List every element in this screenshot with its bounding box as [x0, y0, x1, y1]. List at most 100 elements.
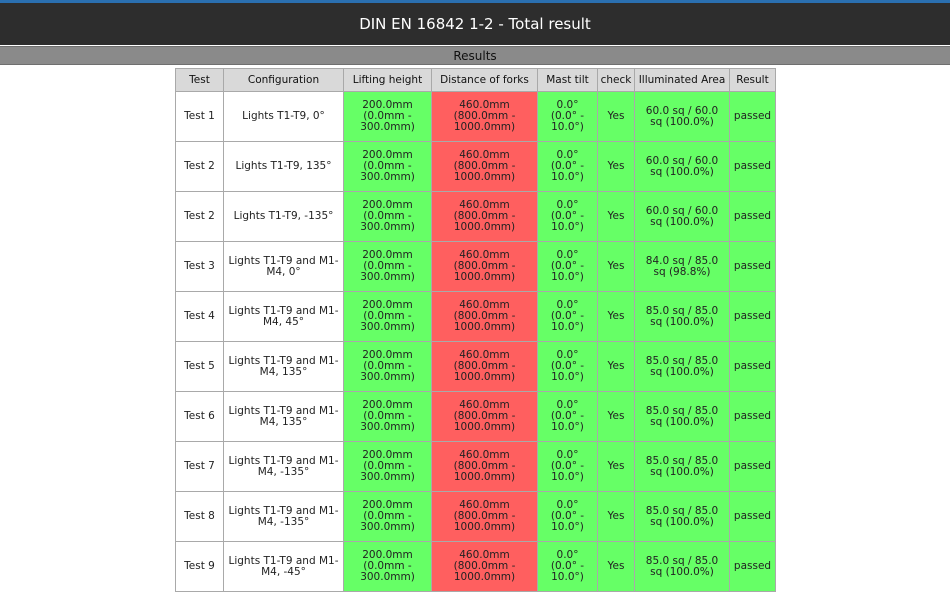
table-row: Test 9 Lights T1-T9 and M1- M4, -45° 200.0m…: [175, 541, 776, 592]
cell-check: Yes: [597, 341, 635, 392]
cell-illuminated-area: 85.0 sq / 85.0 sq (100.0%): [634, 541, 730, 592]
column-header-lifting-height: Lifting height: [343, 68, 432, 92]
cell-configuration: Lights T1-T9 and M1- M4, 135°: [223, 391, 344, 442]
table-row: Test 5 Lights T1-T9 and M1- M4, 135° 200.0m…: [175, 341, 776, 392]
column-header-configuration: Configuration: [223, 68, 344, 92]
cell-check: Yes: [597, 91, 635, 142]
cell-mast-tilt: 0.0° (0.0° -10.0°): [537, 91, 598, 142]
cell-mast-tilt: 0.0° (0.0° -10.0°): [537, 341, 598, 392]
cell-test: Test 6: [175, 391, 224, 442]
cell-mast-tilt: 0.0° (0.0° -10.0°): [537, 391, 598, 442]
cell-lifting-height: 200.0mm (0.0mm -300.0mm): [343, 191, 432, 242]
column-header-result: Result: [729, 68, 776, 92]
table-row: Test 2 Lights T1-T9, 135° 200.0mm (0.0mm -3…: [175, 141, 776, 192]
cell-check: Yes: [597, 291, 635, 342]
column-header-test: Test: [175, 68, 224, 92]
cell-distance-of-forks: 460.0mm (800.0mm -1000.0mm): [431, 341, 538, 392]
cell-lifting-height: 200.0mm (0.0mm -300.0mm): [343, 341, 432, 392]
table-row: Test 6 Lights T1-T9 and M1- M4, 135° 200.0m…: [175, 391, 776, 442]
cell-distance-of-forks: 460.0mm (800.0mm -1000.0mm): [431, 291, 538, 342]
cell-result: passed: [729, 441, 776, 492]
cell-result: passed: [729, 541, 776, 592]
table-row: Test 7 Lights T1-T9 and M1- M4, -135° 200.0…: [175, 441, 776, 492]
cell-illuminated-area: 60.0 sq / 60.0 sq (100.0%): [634, 91, 730, 142]
page-title: DIN EN 16842 1-2 - Total result: [359, 15, 591, 33]
cell-configuration: Lights T1-T9 and M1- M4, -45°: [223, 541, 344, 592]
cell-result: passed: [729, 141, 776, 192]
cell-configuration: Lights T1-T9 and M1- M4, -135°: [223, 441, 344, 492]
table-row: Test 3 Lights T1-T9 and M1- M4, 0° 200.0mm(…: [175, 241, 776, 292]
cell-distance-of-forks: 460.0mm (800.0mm -1000.0mm): [431, 191, 538, 242]
cell-test: Test 2: [175, 141, 224, 192]
cell-lifting-height: 200.0mm (0.0mm -300.0mm): [343, 491, 432, 542]
cell-test: Test 7: [175, 441, 224, 492]
cell-distance-of-forks: 460.0mm (800.0mm -1000.0mm): [431, 391, 538, 442]
cell-result: passed: [729, 491, 776, 542]
cell-lifting-height: 200.0mm (0.0mm -300.0mm): [343, 91, 432, 142]
cell-illuminated-area: 85.0 sq / 85.0 sq (100.0%): [634, 491, 730, 542]
section-title: Results: [453, 48, 497, 63]
cell-result: passed: [729, 341, 776, 392]
cell-lifting-height: 200.0mm (0.0mm -300.0mm): [343, 141, 432, 192]
cell-test: Test 3: [175, 241, 224, 292]
cell-distance-of-forks: 460.0mm (800.0mm -1000.0mm): [431, 441, 538, 492]
cell-mast-tilt: 0.0° (0.0° -10.0°): [537, 241, 598, 292]
cell-check: Yes: [597, 491, 635, 542]
cell-mast-tilt: 0.0° (0.0° -10.0°): [537, 191, 598, 242]
cell-illuminated-area: 85.0 sq / 85.0 sq (100.0%): [634, 291, 730, 342]
section-title-bar: Results: [0, 46, 950, 65]
cell-illuminated-area: 84.0 sq / 85.0 sq (98.8%): [634, 241, 730, 292]
cell-illuminated-area: 85.0 sq / 85.0 sq (100.0%): [634, 341, 730, 392]
cell-test: Test 5: [175, 341, 224, 392]
top-accent-line: [0, 0, 950, 3]
table-row: Test 2 Lights T1-T9, -135° 200.0mm (0.0mm -…: [175, 191, 776, 242]
column-header-illuminated-area: Illuminated Area: [634, 68, 730, 92]
results-table: Test Configuration Lifting height Distan…: [175, 68, 776, 592]
table-row: Test 1 Lights T1-T9, 0° 200.0mm (0.0mm -300…: [175, 91, 776, 142]
cell-illuminated-area: 60.0 sq / 60.0 sq (100.0%): [634, 191, 730, 242]
cell-mast-tilt: 0.0° (0.0° -10.0°): [537, 291, 598, 342]
cell-configuration: Lights T1-T9, 135°: [223, 141, 344, 192]
table-row: Test 4 Lights T1-T9 and M1- M4, 45° 200.0mm…: [175, 291, 776, 342]
cell-mast-tilt: 0.0° (0.0° -10.0°): [537, 141, 598, 192]
cell-distance-of-forks: 460.0mm (800.0mm -1000.0mm): [431, 91, 538, 142]
cell-configuration: Lights T1-T9 and M1- M4, 45°: [223, 291, 344, 342]
cell-test: Test 2: [175, 191, 224, 242]
table-row: Test 8 Lights T1-T9 and M1- M4, -135° 200.0…: [175, 491, 776, 542]
cell-check: Yes: [597, 191, 635, 242]
column-header-mast-tilt: Mast tilt: [537, 68, 598, 92]
cell-lifting-height: 200.0mm (0.0mm -300.0mm): [343, 441, 432, 492]
cell-distance-of-forks: 460.0mm (800.0mm -1000.0mm): [431, 241, 538, 292]
cell-illuminated-area: 85.0 sq / 85.0 sq (100.0%): [634, 391, 730, 442]
cell-mast-tilt: 0.0° (0.0° -10.0°): [537, 441, 598, 492]
cell-test: Test 9: [175, 541, 224, 592]
cell-configuration: Lights T1-T9, 0°: [223, 91, 344, 142]
cell-configuration: Lights T1-T9, -135°: [223, 191, 344, 242]
cell-configuration: Lights T1-T9 and M1- M4, 135°: [223, 341, 344, 392]
column-header-check: check: [597, 68, 635, 92]
cell-distance-of-forks: 460.0mm (800.0mm -1000.0mm): [431, 141, 538, 192]
cell-check: Yes: [597, 441, 635, 492]
cell-distance-of-forks: 460.0mm (800.0mm -1000.0mm): [431, 491, 538, 542]
cell-test: Test 4: [175, 291, 224, 342]
cell-configuration: Lights T1-T9 and M1- M4, 0°: [223, 241, 344, 292]
cell-check: Yes: [597, 391, 635, 442]
cell-distance-of-forks: 460.0mm (800.0mm -1000.0mm): [431, 541, 538, 592]
cell-result: passed: [729, 191, 776, 242]
cell-illuminated-area: 60.0 sq / 60.0 sq (100.0%): [634, 141, 730, 192]
cell-check: Yes: [597, 141, 635, 192]
table-header-row: Test Configuration Lifting height Distan…: [175, 68, 776, 92]
page-title-bar: DIN EN 16842 1-2 - Total result: [0, 3, 950, 45]
cell-test: Test 8: [175, 491, 224, 542]
cell-check: Yes: [597, 541, 635, 592]
cell-result: passed: [729, 291, 776, 342]
cell-check: Yes: [597, 241, 635, 292]
cell-lifting-height: 200.0mm (0.0mm -300.0mm): [343, 291, 432, 342]
cell-result: passed: [729, 91, 776, 142]
cell-result: passed: [729, 241, 776, 292]
cell-configuration: Lights T1-T9 and M1- M4, -135°: [223, 491, 344, 542]
cell-illuminated-area: 85.0 sq / 85.0 sq (100.0%): [634, 441, 730, 492]
column-header-distance-of-forks: Distance of forks: [431, 68, 538, 92]
cell-lifting-height: 200.0mm (0.0mm -300.0mm): [343, 391, 432, 442]
cell-lifting-height: 200.0mm (0.0mm -300.0mm): [343, 541, 432, 592]
